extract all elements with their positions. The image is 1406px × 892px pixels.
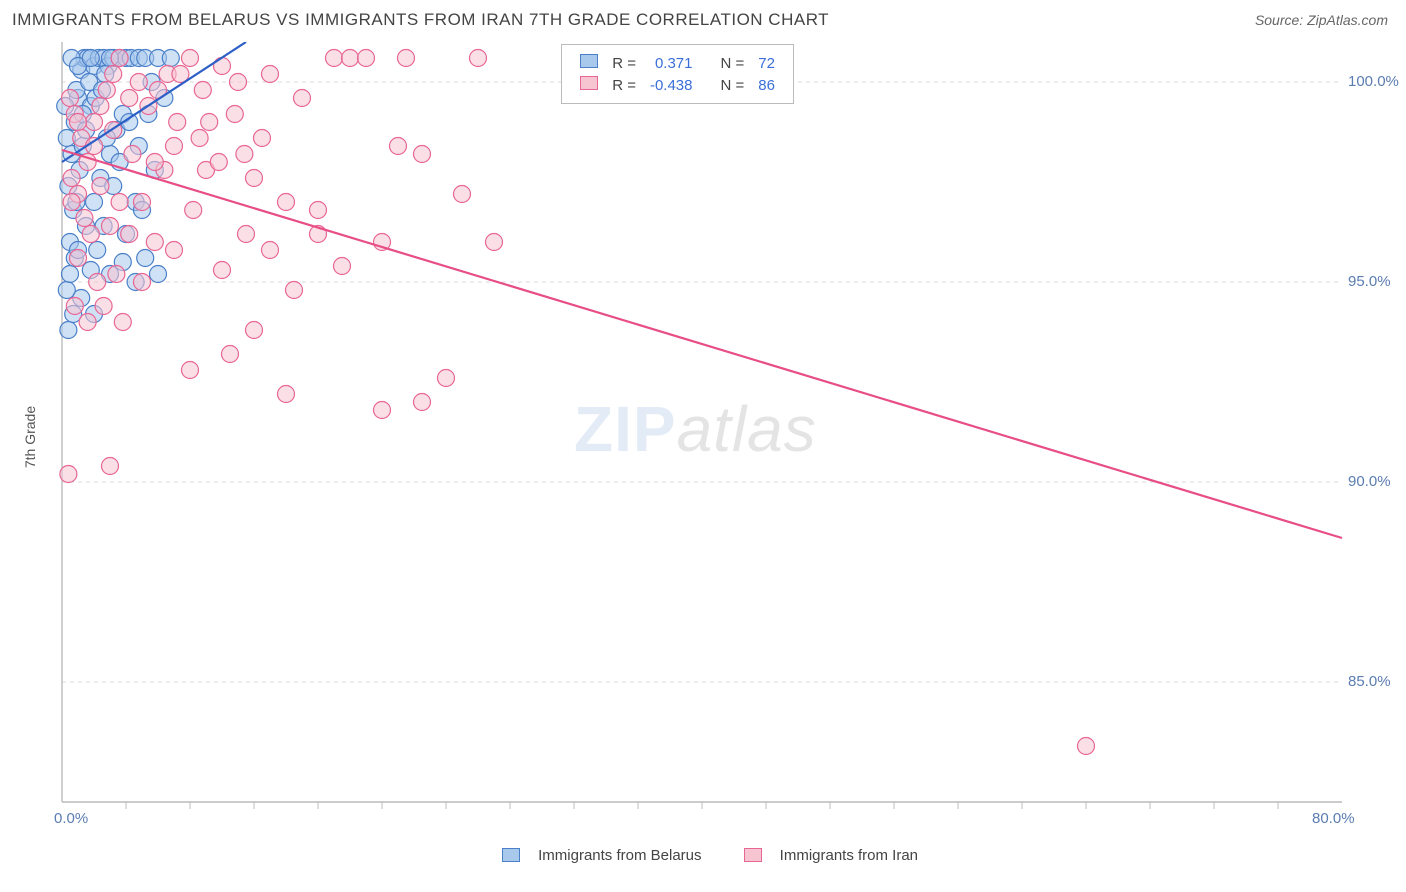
legend-item: Immigrants from Belarus [488,847,702,864]
y-tick-label: 90.0% [1348,473,1391,490]
legend-item: Immigrants from Iran [730,847,919,864]
chart-container: 7th Grade ZIPatlas R =0.371N =72R =-0.43… [12,42,1394,832]
page-title: IMMIGRANTS FROM BELARUS VS IMMIGRANTS FR… [12,10,829,30]
scatter-chart [12,42,1398,832]
legend-series: Immigrants from Belarus Immigrants from … [0,847,1406,864]
y-tick-label: 85.0% [1348,673,1391,690]
y-axis-label: 7th Grade [22,406,38,468]
x-tick-label: 0.0% [54,810,88,827]
y-tick-label: 95.0% [1348,273,1391,290]
y-tick-label: 100.0% [1348,73,1399,90]
x-tick-label: 80.0% [1312,810,1355,827]
legend-stats: R =0.371N =72R =-0.438N =86 [561,44,794,104]
source-label: Source: ZipAtlas.com [1255,12,1388,28]
